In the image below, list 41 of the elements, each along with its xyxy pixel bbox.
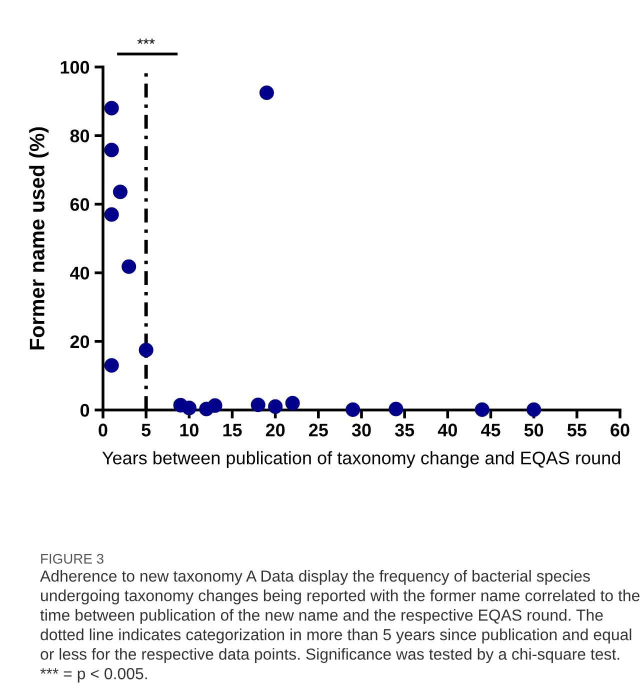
annotation: *** (137, 38, 155, 44)
x-tick-label: 55 (567, 424, 586, 436)
point (104, 358, 119, 373)
y-tick-label: 100 (60, 60, 90, 74)
text: Adherence to new taxonomy A Data display the frequency of bacterial species undergoing taxonomy changes being reported with the former name correlated to the time between publication of the new name and the respective EQAS round. The dotted line indicates categorization in more than 5 years since publication and equal or less for the respective data points. Significance was tested by a chi-square test. *** = p < 0.005. (40, 570, 640, 682)
y-tick-label: 80 (70, 130, 90, 142)
x-tick-label: 50 (524, 424, 544, 436)
x-tick-label: 45 (480, 424, 500, 436)
point (474, 402, 490, 417)
point (208, 398, 222, 413)
x-tick-label: 60 (610, 424, 630, 436)
point (259, 85, 274, 100)
y-tick-label: 40 (70, 266, 90, 280)
point (104, 142, 119, 158)
point (250, 398, 266, 412)
x-tick-label: 25 (309, 424, 328, 436)
point (526, 402, 542, 417)
point (138, 342, 154, 358)
y-tick-label: 20 (70, 335, 90, 348)
point (182, 400, 196, 416)
x-tick-label: 20 (266, 424, 285, 436)
point (104, 100, 119, 116)
x-tick-label: 15 (223, 424, 242, 436)
x-tick-label: 30 (352, 424, 371, 436)
point (104, 207, 119, 222)
y-tick-label: 60 (70, 198, 90, 211)
point (268, 399, 283, 414)
point (112, 184, 128, 200)
point (285, 396, 300, 410)
point (346, 402, 360, 417)
x-tick-label: 10 (180, 424, 198, 436)
y-tick-label: 0 (80, 404, 90, 417)
point (122, 259, 136, 274)
point (388, 402, 404, 416)
x-tick-label: 5 (142, 424, 151, 436)
caption: FIGURE 3 (41, 554, 104, 564)
x-tick-label: 40 (438, 424, 457, 436)
y-axis-title: Former name used (%) (29, 127, 49, 350)
x-axis-title: Years between publication of taxonomy change and EQAS round (102, 451, 620, 468)
x-tick-label: 0 (98, 424, 108, 436)
x-tick-label: 35 (394, 424, 414, 436)
